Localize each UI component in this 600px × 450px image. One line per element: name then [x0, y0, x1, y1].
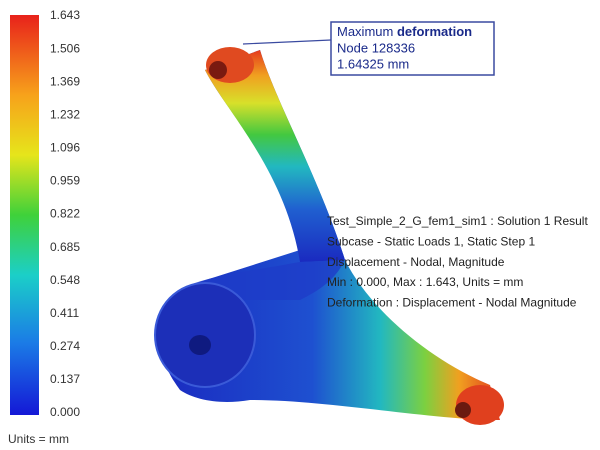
- legend: 1.643 1.506 1.369 1.232 1.096 0.959 0.822 0.685…: [50, 8, 80, 419]
- info-line: Deformation : Displacement - Nodal Magni…: [327, 295, 577, 309]
- legend-label: 1.096: [50, 141, 80, 155]
- callout-title-bold: deformation: [397, 24, 472, 39]
- legend-label: 0.274: [50, 339, 80, 353]
- legend-label: 1.232: [50, 107, 80, 121]
- legend-label: 1.506: [50, 41, 80, 55]
- color-bar: [10, 15, 39, 415]
- legend-label: 0.548: [50, 273, 80, 287]
- callout-title: Maximum deformation: [337, 24, 472, 39]
- legend-label: 0.959: [50, 174, 80, 188]
- legend-label: 0.411: [50, 306, 79, 320]
- legend-label: 0.685: [50, 240, 80, 254]
- legend-label: 1.369: [50, 74, 80, 88]
- info-line: Displacement - Nodal, Magnitude: [327, 255, 505, 269]
- result-info: Test_Simple_2_G_fem1_sim1 : Solution 1 R…: [327, 214, 588, 309]
- legend-label: 0.000: [50, 405, 80, 419]
- callout-value: 1.64325 mm: [337, 56, 409, 71]
- info-line: Test_Simple_2_G_fem1_sim1 : Solution 1 R…: [327, 214, 588, 228]
- callout-title-regular: Maximum: [337, 24, 393, 39]
- info-line: Subcase - Static Loads 1, Static Step 1: [327, 234, 535, 248]
- units-label: Units = mm: [8, 432, 69, 446]
- callout-leader: [243, 40, 331, 44]
- screen: 1.643 1.506 1.369 1.232 1.096 0.959 0.822 0.685…: [0, 0, 600, 450]
- info-line: Min : 0.000, Max : 1.643, Units = mm: [327, 275, 523, 289]
- legend-label: 0.822: [50, 207, 80, 221]
- legend-label: 0.137: [50, 372, 80, 386]
- callout-node: Node 128336: [337, 40, 415, 55]
- legend-label: 1.643: [50, 8, 80, 22]
